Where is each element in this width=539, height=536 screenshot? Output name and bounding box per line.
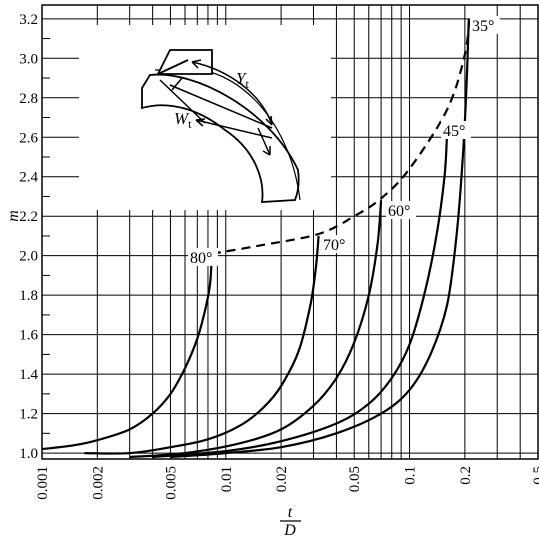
x-axis-label-numerator: t <box>288 504 293 521</box>
y-tick-label: 1.8 <box>19 288 38 304</box>
plot-frame <box>41 4 539 460</box>
series-label-background <box>441 121 471 139</box>
x-tick-label: 0.01 <box>219 466 235 492</box>
series-label-background <box>386 201 416 219</box>
y-tick-label: 1.2 <box>19 407 38 423</box>
x-tick-label: 0.1 <box>403 466 419 485</box>
series-line <box>129 200 383 459</box>
y-axis-label: m <box>5 210 22 222</box>
y-tick-label: 2.0 <box>19 249 38 265</box>
envelope-dashed-line <box>211 14 471 255</box>
series-label: 45° <box>443 123 465 140</box>
series-curves <box>41 14 471 459</box>
y-tick-label: 1.6 <box>19 328 38 344</box>
y-tick-label: 1.0 <box>19 446 38 462</box>
x-tick-label: 0.2 <box>458 466 474 485</box>
y-tick-label: 2.8 <box>19 91 38 107</box>
x-tick-label: 0.001 <box>35 466 51 500</box>
x-tick-label: 0.05 <box>347 466 363 492</box>
yt-arrow <box>191 59 273 126</box>
wt-arrow <box>159 77 273 156</box>
pipe-bend-shape <box>141 49 301 203</box>
x-tick-label: 0.5 <box>531 466 539 485</box>
y-tick-label: 3.2 <box>19 12 38 28</box>
y-tick-label: 3.0 <box>19 51 38 67</box>
y-tick-label: 1.4 <box>19 367 38 383</box>
series-label-background <box>321 235 351 253</box>
series-line <box>152 133 449 459</box>
series-line <box>84 235 320 455</box>
inset-label-yt: Yt <box>236 69 249 91</box>
x-axis-label-denominator: D <box>283 522 296 536</box>
inset-label-wt: Wt <box>174 109 192 131</box>
series-labels: 80° 70° 60° 45° 35° <box>188 16 500 267</box>
series-label-background <box>470 16 500 34</box>
x-tick-labels: 0.001 0.002 0.005 0.01 0.02 0.05 0.1 0.2 0.5 <box>35 466 539 500</box>
y-tick-label: 2.4 <box>19 170 38 186</box>
series-label: 80° <box>190 250 212 267</box>
inset-diagram: Yt Wt <box>79 25 331 210</box>
y-tick-label: 2.6 <box>19 130 38 146</box>
series-label-background <box>188 248 218 266</box>
y-tick-label: 2.2 <box>19 209 38 225</box>
series-line <box>41 255 213 451</box>
series-label: 60° <box>388 203 410 220</box>
series-label: 35° <box>472 18 494 35</box>
x-tick-label: 0.005 <box>163 466 179 500</box>
x-axis-label: t D <box>280 504 301 536</box>
y-tick-labels: 1.0 1.2 1.4 1.6 1.8 2.0 2.2 2.4 2.6 2.8 3.0 3.2 <box>19 12 38 462</box>
series-label: 70° <box>323 237 345 254</box>
x-tick-label: 0.002 <box>90 466 106 500</box>
series-line <box>170 18 470 459</box>
x-tick-label: 0.02 <box>274 466 290 492</box>
